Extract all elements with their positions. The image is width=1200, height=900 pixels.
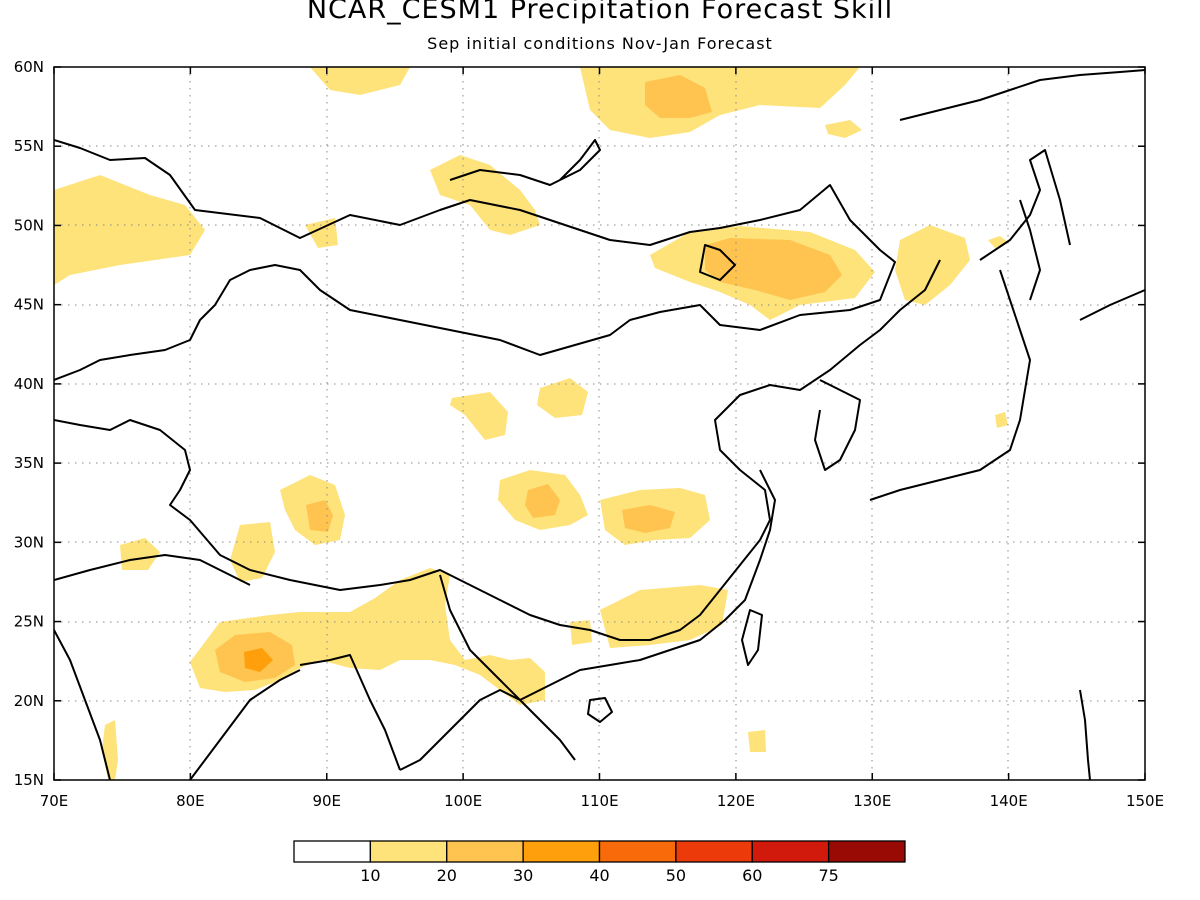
lon-tick-label: 150E [1126, 792, 1164, 810]
colorbar-swatch [446, 840, 524, 863]
colorbar-label: 75 [818, 866, 838, 885]
lon-tick-label: 90E [312, 792, 341, 810]
colorbar-swatch [751, 840, 830, 863]
lat-tick-labels: 15N 20N 25N 30N 35N 40N 45N 50N 55N 60N [14, 58, 44, 789]
colorbar-labels: 10 20 30 40 50 60 75 [360, 866, 839, 885]
lat-tick-label: 40N [14, 375, 44, 393]
map-title: NCAR_CESM1 Precipitation Forecast Skill [306, 0, 894, 25]
lat-tick-label: 35N [14, 454, 44, 472]
colorbar-label: 30 [513, 866, 533, 885]
skill-contours [54, 67, 1008, 780]
lat-tick-marks [54, 66, 1145, 781]
skill-level-10 [54, 67, 1008, 780]
colorbar-label: 50 [666, 866, 686, 885]
lon-tick-label: 120E [717, 792, 755, 810]
lat-tick-label: 20N [14, 692, 44, 710]
colorbar-label: 60 [742, 866, 762, 885]
lon-tick-label: 130E [853, 792, 891, 810]
lon-tick-labels: 70E 80E 90E 100E 110E 120E 130E 140E 150… [40, 792, 1164, 810]
lat-tick-label: 30N [14, 533, 44, 551]
lon-tick-label: 110E [580, 792, 618, 810]
colorbar [293, 840, 906, 863]
colorbar-swatch [522, 840, 601, 863]
colorbar-label: 20 [437, 866, 457, 885]
skill-level-30 [244, 648, 273, 672]
colorbar-swatch [293, 840, 372, 863]
lat-tick-label: 55N [14, 137, 44, 155]
lon-tick-label: 140E [990, 792, 1028, 810]
lat-tick-label: 60N [14, 58, 44, 76]
colorbar-label: 40 [589, 866, 609, 885]
lat-tick-label: 50N [14, 216, 44, 234]
lon-tick-label: 80E [176, 792, 205, 810]
lat-tick-label: 15N [14, 771, 44, 789]
colorbar-swatch [369, 840, 448, 863]
lon-tick-marks [53, 67, 1146, 780]
colorbar-swatch [598, 840, 677, 863]
lon-tick-label: 70E [40, 792, 69, 810]
lon-tick-label: 100E [444, 792, 482, 810]
colorbar-swatch [827, 840, 906, 863]
lat-tick-label: 45N [14, 296, 44, 314]
map-subtitle: Sep initial conditions Nov-Jan Forecast [427, 34, 773, 53]
lat-tick-label: 25N [14, 613, 44, 631]
coastlines-and-borders [54, 69, 1145, 780]
colorbar-swatch [675, 840, 753, 863]
colorbar-label: 10 [360, 866, 380, 885]
